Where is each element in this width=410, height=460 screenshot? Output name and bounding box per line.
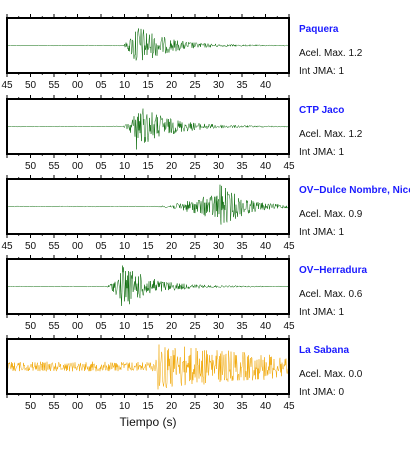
tick-label: 40 [260, 401, 272, 412]
tick-label: 50 [25, 80, 37, 91]
tick-label: 35 [236, 241, 248, 252]
tick-label: 00 [72, 80, 84, 91]
tick-label: 30 [213, 241, 225, 252]
tick-label: 45 [1, 241, 13, 252]
tick-label: 15 [142, 321, 154, 332]
accel-max-label: Acel. Max. 1.2 [299, 48, 363, 59]
tick-label: 30 [213, 321, 225, 332]
tick-label: 55 [48, 241, 60, 252]
trace-5 [6, 344, 290, 390]
accel-max-label: Acel. Max. 1.2 [299, 129, 363, 140]
jma-intensity-label: Int JMA: 1 [299, 66, 344, 77]
tick-label: 15 [142, 401, 154, 412]
jma-intensity-label: Int JMA: 0 [299, 387, 344, 398]
tick-label: 45 [1, 80, 13, 91]
tick-label: 10 [119, 401, 131, 412]
tick-label: 20 [166, 401, 178, 412]
tick-label: 25 [189, 241, 201, 252]
tick-label: 20 [166, 241, 178, 252]
tick-label: 10 [119, 80, 131, 91]
tick-label: 30 [213, 401, 225, 412]
tick-label: 50 [25, 321, 37, 332]
accel-max-label: Acel. Max. 0.9 [299, 209, 363, 220]
tick-label: 50 [25, 401, 37, 412]
jma-intensity-label: Int JMA: 1 [299, 227, 344, 238]
jma-intensity-label: Int JMA: 1 [299, 147, 344, 158]
station-name: OV−Herradura [299, 265, 368, 276]
tick-label: 00 [72, 241, 84, 252]
tick-label: 50 [25, 241, 37, 252]
accel-max-label: Acel. Max. 0.6 [299, 289, 363, 300]
tick-label: 05 [95, 241, 107, 252]
tick-label: 00 [72, 401, 84, 412]
tick-label: 45 [283, 321, 295, 332]
tick-label: 20 [166, 161, 178, 172]
tick-label: 10 [119, 161, 131, 172]
tick-label: 35 [236, 321, 248, 332]
tick-label: 15 [142, 80, 154, 91]
tick-label: 30 [213, 80, 225, 91]
trace-2 [7, 108, 290, 150]
tick-label: 35 [236, 80, 248, 91]
tick-label: 55 [48, 401, 60, 412]
tick-label: 40 [260, 80, 272, 91]
tick-label: 05 [95, 321, 107, 332]
tick-label: 30 [213, 161, 225, 172]
tick-label: 35 [236, 161, 248, 172]
jma-intensity-label: Int JMA: 1 [299, 307, 344, 318]
tick-label: 50 [25, 161, 37, 172]
tick-label: 00 [72, 321, 84, 332]
tick-label: 45 [283, 401, 295, 412]
tick-label: 15 [142, 241, 154, 252]
tick-label: 05 [95, 401, 107, 412]
tick-label: 20 [166, 321, 178, 332]
tick-label: 55 [48, 80, 60, 91]
tick-label: 05 [95, 80, 107, 91]
station-name: OV−Dulce Nombre, Nico [299, 185, 410, 196]
tick-label: 10 [119, 241, 131, 252]
tick-label: 40 [260, 321, 272, 332]
trace-4 [6, 265, 290, 306]
tick-label: 55 [48, 321, 60, 332]
tick-label: 15 [142, 161, 154, 172]
x-axis-title: Tiempo (s) [120, 415, 177, 429]
station-name: CTP Jaco [299, 105, 344, 116]
tick-label: 40 [260, 241, 272, 252]
tick-label: 45 [283, 241, 295, 252]
tick-label: 55 [48, 161, 60, 172]
accel-max-label: Acel. Max. 0.0 [299, 369, 363, 380]
tick-label: 25 [189, 161, 201, 172]
tick-label: 25 [189, 80, 201, 91]
tick-label: 25 [189, 401, 201, 412]
tick-label: 25 [189, 321, 201, 332]
tick-label: 40 [260, 161, 272, 172]
tick-label: 05 [95, 161, 107, 172]
tick-label: 45 [283, 161, 295, 172]
tick-label: 00 [72, 161, 84, 172]
tick-label: 20 [166, 80, 178, 91]
station-name: La Sabana [299, 345, 349, 356]
tick-label: 35 [236, 401, 248, 412]
station-name: Paquera [299, 24, 339, 35]
trace-1 [6, 28, 290, 62]
trace-3 [6, 184, 290, 225]
tick-label: 10 [119, 321, 131, 332]
